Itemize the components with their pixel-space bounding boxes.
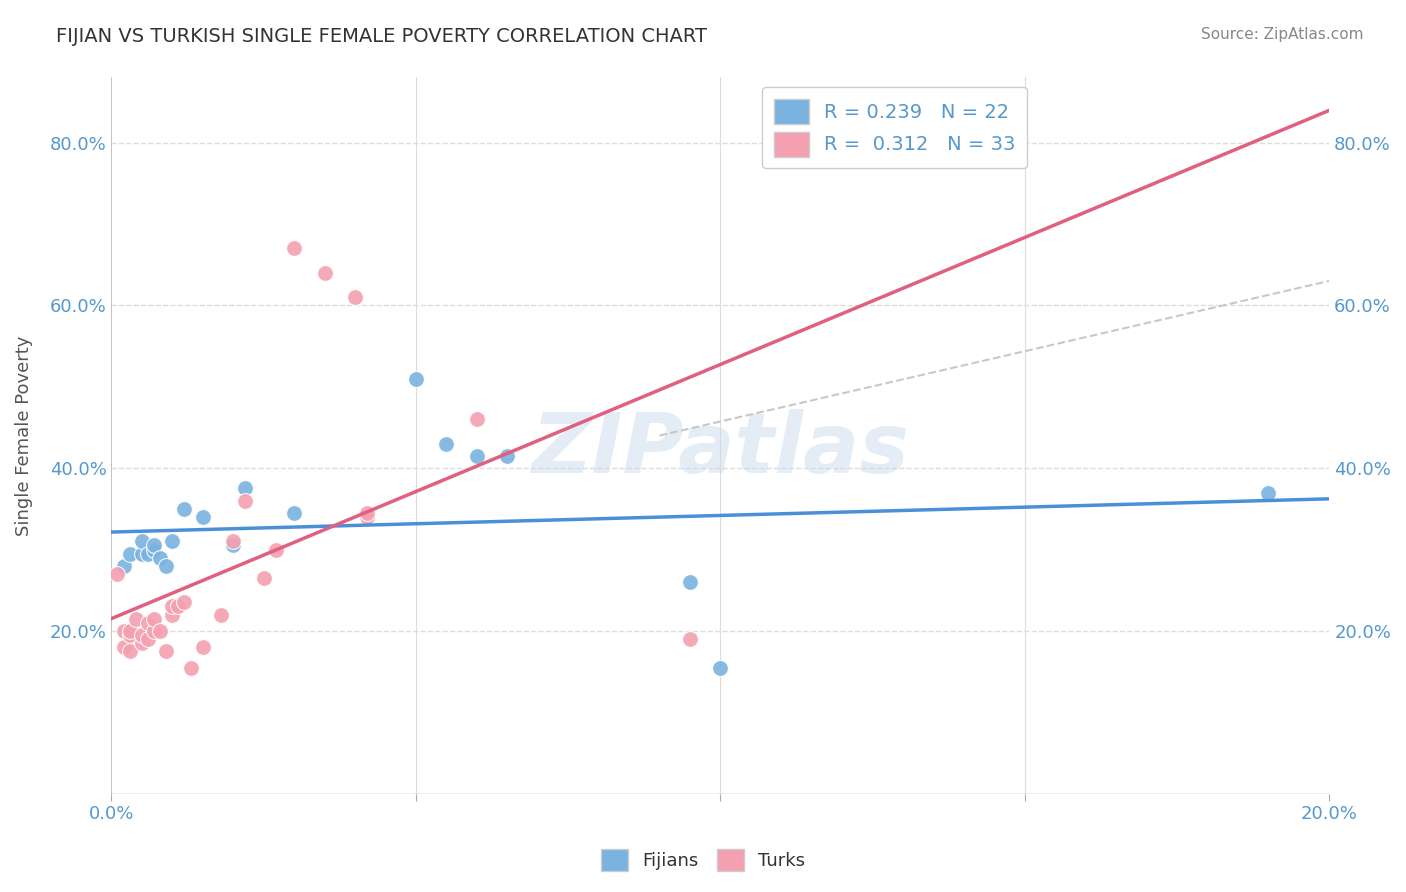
Point [709, 660, 731, 674]
Point [283, 506, 305, 520]
Point [496, 449, 519, 463]
Point [131, 636, 153, 650]
Point [118, 547, 141, 561]
Legend: R = 0.239   N = 22, R =  0.312   N = 33: R = 0.239 N = 22, R = 0.312 N = 33 [762, 87, 1028, 169]
Point [143, 538, 166, 552]
Point [162, 599, 184, 614]
Point [131, 534, 153, 549]
Point [167, 599, 190, 614]
Point [112, 558, 135, 573]
Point [136, 632, 159, 646]
Point [434, 436, 457, 450]
Legend: Fijians, Turks: Fijians, Turks [593, 842, 813, 879]
Point [343, 290, 366, 304]
Point [136, 615, 159, 630]
Point [679, 575, 702, 590]
Point [136, 547, 159, 561]
Point [465, 449, 488, 463]
Point [679, 632, 702, 646]
Point [143, 612, 166, 626]
Point [235, 482, 257, 496]
Point [191, 510, 214, 524]
Point [356, 510, 378, 524]
Point [149, 550, 172, 565]
Y-axis label: Single Female Poverty: Single Female Poverty [15, 335, 32, 536]
Text: Source: ZipAtlas.com: Source: ZipAtlas.com [1201, 27, 1364, 42]
Point [125, 612, 148, 626]
Point [356, 506, 378, 520]
Point [235, 493, 257, 508]
Point [283, 241, 305, 255]
Point [314, 266, 336, 280]
Point [143, 542, 166, 557]
Text: ZIPatlas: ZIPatlas [531, 409, 910, 491]
Point [118, 624, 141, 638]
Point [118, 644, 141, 658]
Point [155, 644, 177, 658]
Point [1257, 485, 1279, 500]
Point [107, 566, 129, 581]
Point [191, 640, 214, 655]
Point [155, 558, 177, 573]
Point [180, 660, 202, 674]
Point [143, 624, 166, 638]
Point [118, 628, 141, 642]
Point [253, 571, 276, 585]
Point [209, 607, 232, 622]
Point [465, 412, 488, 426]
Point [222, 534, 245, 549]
Point [112, 640, 135, 655]
Text: FIJIAN VS TURKISH SINGLE FEMALE POVERTY CORRELATION CHART: FIJIAN VS TURKISH SINGLE FEMALE POVERTY … [56, 27, 707, 45]
Point [222, 538, 245, 552]
Point [405, 371, 427, 385]
Point [131, 628, 153, 642]
Point [112, 624, 135, 638]
Point [162, 534, 184, 549]
Point [173, 595, 195, 609]
Point [173, 501, 195, 516]
Point [131, 547, 153, 561]
Point [264, 542, 287, 557]
Point [149, 624, 172, 638]
Point [162, 607, 184, 622]
